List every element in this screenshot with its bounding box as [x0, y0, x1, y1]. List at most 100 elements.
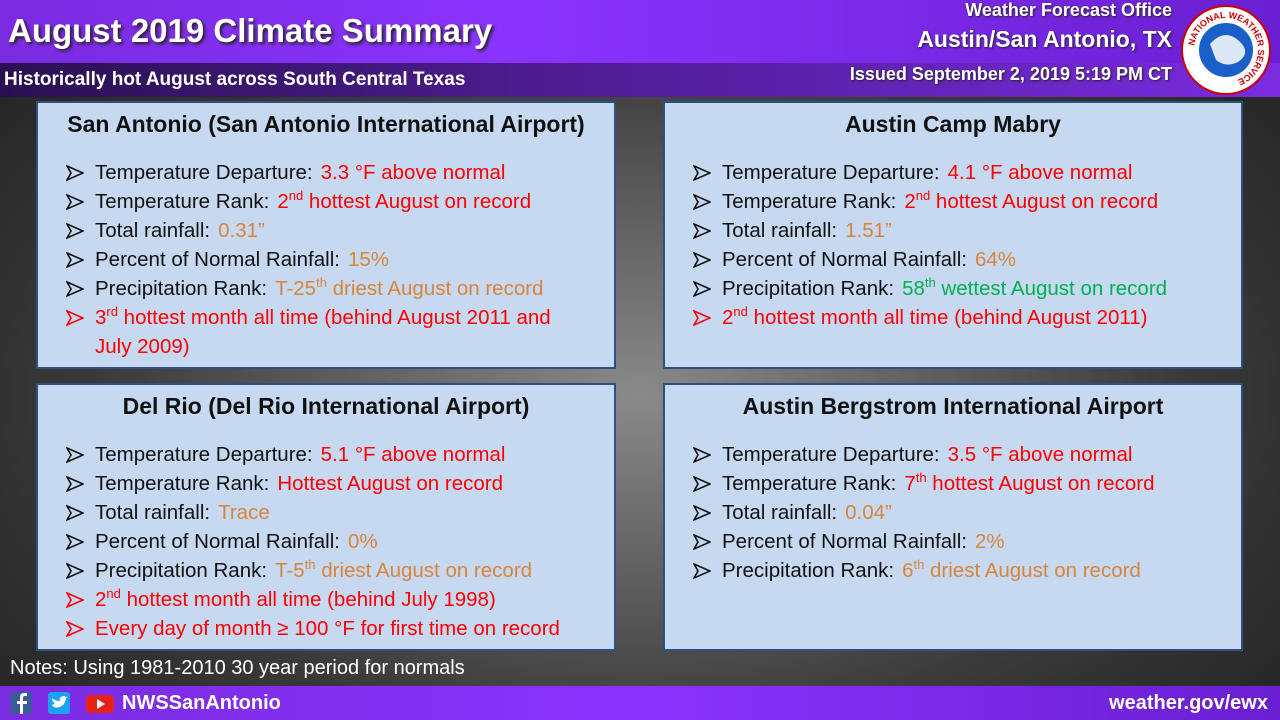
- bullet-arrow: [693, 504, 711, 522]
- bullet-item: Every day of month ≥ 100 °F for first ti…: [66, 614, 614, 643]
- item-label: Precipitation Rank:: [722, 277, 895, 300]
- bullet-arrow: [66, 164, 84, 182]
- item-label: Temperature Departure:: [95, 161, 313, 184]
- arrow-shape: [66, 591, 84, 609]
- footer-handle: NWSSanAntonio: [122, 692, 281, 714]
- bullet-arrow: [693, 562, 711, 580]
- item-value: 3.3 °F above normal: [320, 161, 506, 184]
- item-value: hottest month all time (behind August 20…: [95, 306, 551, 358]
- item-value: T-5: [275, 559, 305, 582]
- item-value: 3: [95, 306, 107, 329]
- arrow-shape: [693, 222, 711, 240]
- item-text: Temperature Departure: 3.3 °F above norma…: [95, 158, 578, 187]
- item-text: 2nd hottest month all time (behind Augus…: [722, 303, 1205, 332]
- arrow-shape: [693, 533, 711, 551]
- item-value-sup: th: [913, 557, 925, 573]
- bullet-arrow: [693, 193, 711, 211]
- header-band: [0, 0, 1280, 63]
- item-text: Percent of Normal Rainfall: 64%: [722, 245, 1205, 274]
- item-label: Temperature Departure:: [722, 161, 940, 184]
- bullet-item: Total rainfall: 1.51”: [693, 216, 1241, 245]
- item-text: Percent of Normal Rainfall: 0%: [95, 527, 578, 556]
- arrow-shape: [66, 193, 84, 211]
- bullet-arrow: [66, 309, 84, 327]
- bullet-arrow: [66, 222, 84, 240]
- arrow-shape: [66, 251, 84, 269]
- item-value-sup: rd: [106, 304, 118, 320]
- box-title: Del Rio (Del Rio International Airport): [122, 393, 530, 419]
- bullet-item: Temperature Departure: 3.3 °F above norma…: [66, 158, 614, 187]
- box-title: Austin Camp Mabry: [845, 111, 1061, 137]
- arrow-shape: [693, 309, 711, 327]
- station-box: San Antonio (San Antonio International A…: [36, 101, 616, 369]
- item-text: Precipitation Rank: T-25th driest August …: [95, 274, 578, 303]
- subtitle: Historically hot August across South Cen…: [4, 69, 466, 90]
- item-text: Precipitation Rank: T-5th driest August o…: [95, 556, 578, 585]
- social-icons: [10, 692, 114, 714]
- item-label: Percent of Normal Rainfall:: [722, 530, 967, 553]
- item-label: Temperature Rank:: [722, 472, 897, 495]
- arrow-shape: [66, 222, 84, 240]
- item-value-sup: nd: [288, 188, 304, 204]
- bullet-item: Precipitation Rank: T-5th driest August o…: [66, 556, 614, 585]
- bullet-arrow: [66, 504, 84, 522]
- bullet-item: Temperature Rank: Hottest August on recor…: [66, 469, 614, 498]
- bullet-arrow: [66, 591, 84, 609]
- arrow-shape: [693, 164, 711, 182]
- item-label: Temperature Rank:: [722, 190, 897, 213]
- footer-band: [0, 686, 1280, 720]
- item-value-sup: nd: [915, 188, 931, 204]
- item-label: Temperature Rank:: [95, 472, 270, 495]
- item-value: 0.04”: [845, 501, 892, 524]
- item-value-sup: th: [924, 275, 936, 291]
- item-text: Percent of Normal Rainfall: 15%: [95, 245, 578, 274]
- item-value: 0%: [347, 530, 378, 553]
- item-value: driest August on record: [326, 277, 544, 300]
- arrow-shape: [693, 475, 711, 493]
- item-text: Temperature Rank: 2nd hottest August on r…: [722, 187, 1205, 216]
- item-value: Hottest August on record: [277, 472, 503, 495]
- item-value: 15%: [347, 248, 389, 271]
- bullet-arrow: [693, 251, 711, 269]
- bullet-arrow: [66, 562, 84, 580]
- item-label: Total rainfall:: [95, 501, 211, 524]
- item-value: hottest month all time (behind August 20…: [747, 306, 1148, 329]
- item-value: 58: [902, 277, 925, 300]
- bullet-item: Temperature Rank: 7th hottest August on r…: [693, 469, 1241, 498]
- item-label: Percent of Normal Rainfall:: [95, 248, 340, 271]
- bullet-item: Temperature Departure: 5.1 °F above norma…: [66, 440, 614, 469]
- item-text: Temperature Rank: 7th hottest August on r…: [722, 469, 1205, 498]
- bullet-item: Percent of Normal Rainfall: 15%: [66, 245, 614, 274]
- bullet-arrow: [66, 475, 84, 493]
- bullet-item: Precipitation Rank: T-25th driest August …: [66, 274, 614, 303]
- bullet-item: Temperature Rank: 2nd hottest August on r…: [66, 187, 614, 216]
- notes: Notes: Using 1981-2010 30 year period fo…: [10, 657, 465, 679]
- item-label: Total rainfall:: [722, 219, 838, 242]
- item-value-sup: th: [316, 275, 327, 291]
- arrow-shape: [66, 164, 84, 182]
- item-value: Every day of month ≥ 100 °F for first ti…: [95, 617, 560, 640]
- arrow-shape: [66, 446, 84, 464]
- bullet-arrow: [693, 533, 711, 551]
- item-label: Temperature Departure:: [722, 443, 940, 466]
- bullet-arrow: [66, 620, 84, 638]
- arrow-shape: [66, 620, 84, 638]
- arrow-shape: [693, 446, 711, 464]
- bullet-item: Percent of Normal Rainfall: 0%: [66, 527, 614, 556]
- item-value: hottest August on record: [303, 190, 532, 213]
- bullet-arrow: [66, 446, 84, 464]
- item-text: Percent of Normal Rainfall: 2%: [722, 527, 1205, 556]
- item-text: Temperature Departure: 4.1 °F above norma…: [722, 158, 1205, 187]
- bullet-item: Total rainfall: 0.04”: [693, 498, 1241, 527]
- item-value: wettest August on record: [935, 277, 1168, 300]
- arrow-shape: [66, 475, 84, 493]
- item-value: 2: [904, 190, 916, 213]
- item-value: T-25: [275, 277, 317, 300]
- bullet-item: Total rainfall: 0.31”: [66, 216, 614, 245]
- bullet-arrow: [66, 280, 84, 298]
- bullet-item: Total rainfall: Trace: [66, 498, 614, 527]
- nws-logo: NATIONAL WEATHER SERVICE: [1181, 5, 1271, 95]
- bullet-item: Temperature Departure: 4.1 °F above norma…: [693, 158, 1241, 187]
- item-value: 1.51”: [845, 219, 892, 242]
- box-title: San Antonio (San Antonio International A…: [67, 111, 585, 137]
